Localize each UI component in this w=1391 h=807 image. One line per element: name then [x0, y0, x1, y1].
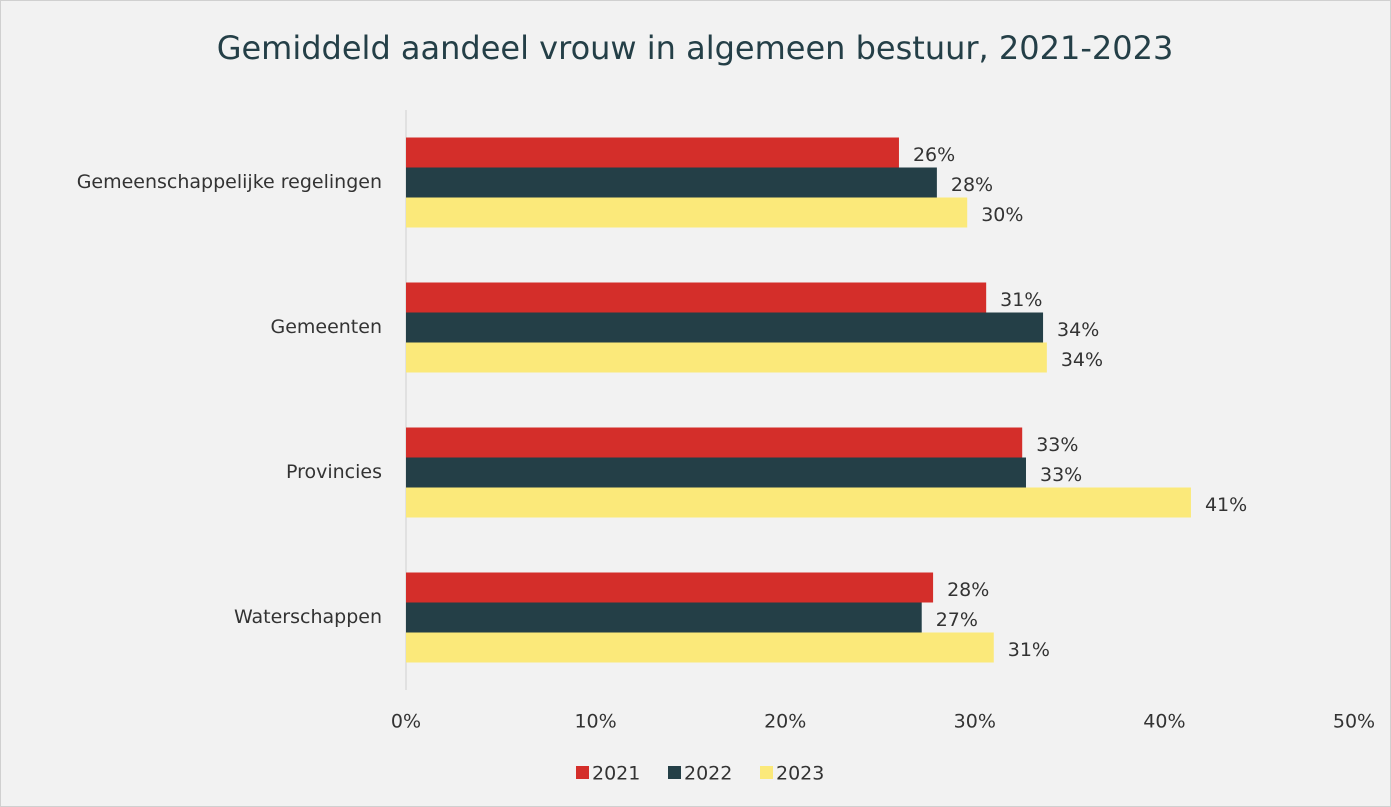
data-label: 31%: [1000, 289, 1042, 311]
x-tick-label: 50%: [1333, 711, 1375, 733]
data-label: 26%: [913, 144, 955, 166]
x-tick-label: 20%: [764, 711, 806, 733]
bar: [406, 137, 899, 168]
data-label: 27%: [936, 609, 978, 631]
bar: [406, 427, 1023, 458]
data-label: 34%: [1061, 349, 1103, 371]
legend-swatch: [576, 766, 589, 779]
data-label: 33%: [1036, 434, 1078, 456]
chart-title: Gemiddeld aandeel vrouw in algemeen best…: [217, 29, 1174, 67]
data-label: 41%: [1205, 494, 1247, 516]
y-tick-label: Gemeenten: [270, 316, 382, 338]
legend-label: 2022: [684, 763, 732, 785]
x-tick-label: 30%: [954, 711, 996, 733]
y-tick-label: Gemeenschappelijke regelingen: [77, 171, 382, 193]
data-label: 31%: [1008, 639, 1050, 661]
bar: [406, 457, 1026, 488]
bar: [406, 282, 987, 313]
legend-swatch: [760, 766, 773, 779]
bar: [406, 167, 937, 198]
bar: [406, 487, 1191, 518]
bar: [406, 197, 968, 228]
bar: [406, 342, 1047, 373]
bar: [406, 312, 1044, 343]
bar: [406, 632, 994, 663]
legend-swatch: [668, 766, 681, 779]
legend-label: 2023: [776, 763, 824, 785]
x-tick-label: 40%: [1143, 711, 1185, 733]
bar: [406, 602, 922, 633]
data-label: 28%: [951, 174, 993, 196]
legend-label: 2021: [592, 763, 640, 785]
bar: [406, 572, 934, 603]
data-label: 34%: [1057, 319, 1099, 341]
data-label: 28%: [947, 579, 989, 601]
y-tick-label: Waterschappen: [234, 606, 382, 628]
data-label: 33%: [1040, 464, 1082, 486]
x-tick-label: 10%: [574, 711, 616, 733]
data-label: 30%: [981, 204, 1023, 226]
y-tick-label: Provincies: [286, 461, 382, 483]
x-tick-label: 0%: [391, 711, 421, 733]
